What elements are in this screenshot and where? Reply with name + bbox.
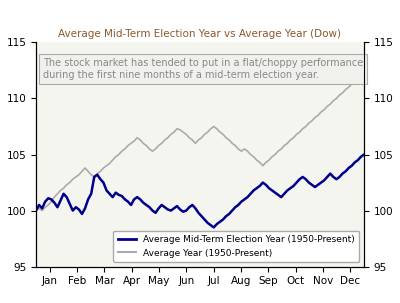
Text: The stock market has tended to put in a flat/choppy performance
during the first: The stock market has tended to put in a … [42,58,363,80]
Title: Average Mid-Term Election Year vs Average Year (Dow): Average Mid-Term Election Year vs Averag… [58,29,342,39]
Legend: Average Mid-Term Election Year (1950-Present), Average Year (1950-Present): Average Mid-Term Election Year (1950-Pre… [114,231,360,262]
Text: Chart of the Day - www.chartoftheday.com: Chart of the Day - www.chartoftheday.com [50,12,350,25]
